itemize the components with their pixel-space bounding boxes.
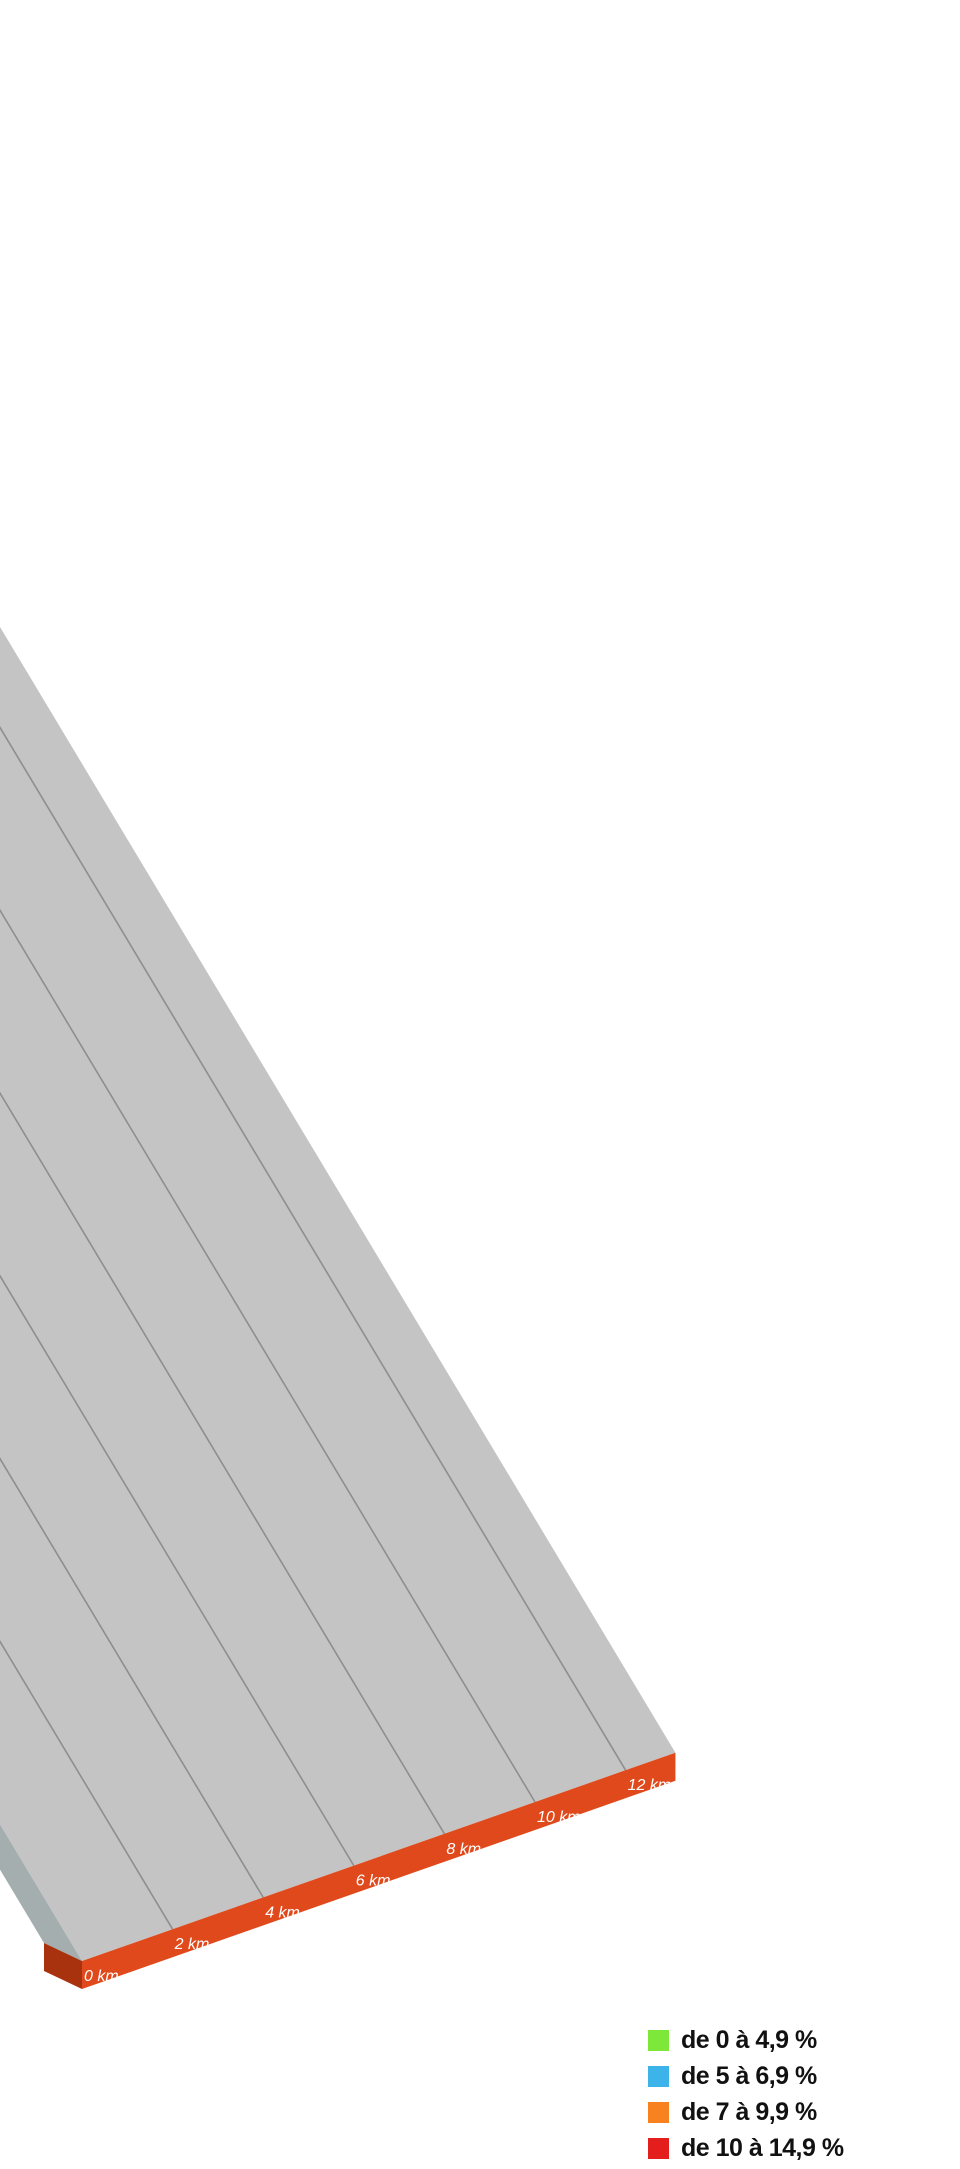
legend-item-7-9.9: de 7 à 9,9 % <box>648 2094 844 2130</box>
legend-swatch <box>648 2101 669 2123</box>
legend-item-5-6.9: de 5 à 6,9 % <box>648 2058 844 2094</box>
grid-vertical <box>0 725 627 1771</box>
grid-vertical <box>0 1457 264 1898</box>
distance-bar <box>82 1752 676 1989</box>
legend-swatch <box>648 2065 669 2087</box>
distance-ticks: 0 km 2 km 4 km 6 km 8 km 10 km 12 km <box>84 1777 671 1985</box>
legend-label: de 0 à 4,9 % <box>681 2025 817 2054</box>
distance-tick-label: 4 km <box>265 1904 300 1921</box>
legend-item-0-4.9: de 0 à 4,9 % <box>648 2022 844 2058</box>
profile-front-face <box>0 626 676 1961</box>
distance-tick-label: 0 km <box>84 1968 119 1985</box>
profile-grid <box>0 725 627 1930</box>
distance-tick-label: 2 km <box>174 1936 210 1953</box>
distance-tick-label: 6 km <box>356 1873 391 1890</box>
legend-label: de 7 à 9,9 % <box>681 2097 817 2126</box>
legend-label: de 10 à 14,9 % <box>681 2133 844 2162</box>
grid-vertical <box>0 908 536 1803</box>
grid-vertical <box>0 1091 446 1835</box>
legend-item-10-14.9: de 10 à 14,9 % <box>648 2130 844 2166</box>
legend-swatch <box>648 2029 669 2051</box>
distance-tick-label: 12 km <box>628 1777 672 1794</box>
grid-vertical <box>0 1274 355 1867</box>
distance-tick-label: 10 km <box>537 1809 581 1826</box>
gradient-legend: de 0 à 4,9 % de 5 à 6,9 % de 7 à 9,9 % d… <box>648 2022 844 2166</box>
profile-left-face <box>0 1824 82 1961</box>
legend-label: de 5 à 6,9 % <box>681 2061 817 2090</box>
distance-tick-label: 8 km <box>446 1841 481 1858</box>
distance-bar-side <box>44 1943 82 1989</box>
legend-swatch <box>648 2137 669 2159</box>
grid-vertical <box>0 1639 174 1930</box>
